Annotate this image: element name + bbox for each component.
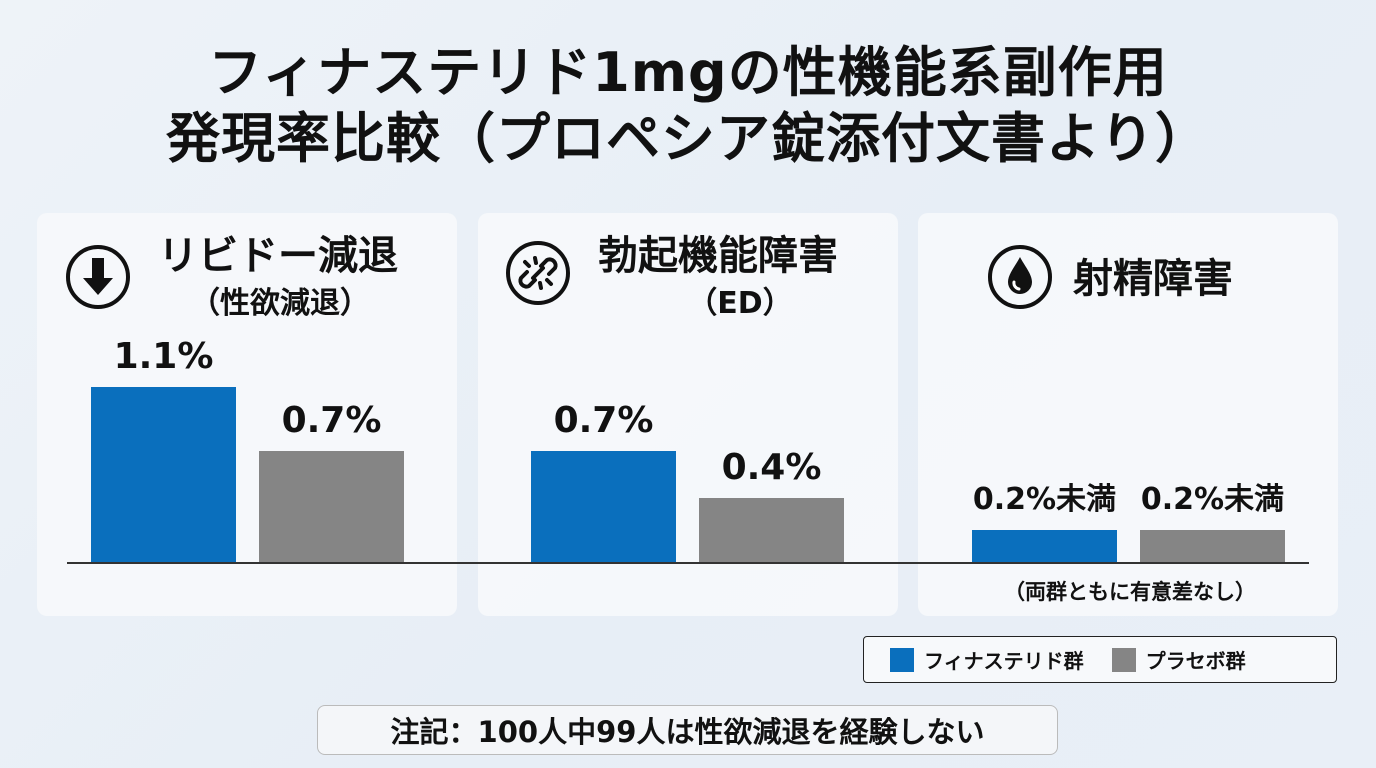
value-label-ejaculation-finasteride: 0.2%未満 — [972, 482, 1117, 517]
legend-swatch-placebo — [1111, 647, 1136, 672]
legend-item-finasteride: フィナステリド群 — [890, 645, 1084, 674]
chart-title: フィナステリド1mgの性機能系副作用 発現率比較（プロペシア錠添付文書より） — [0, 40, 1376, 172]
no-significant-difference-note: （両群ともに有意差なし） — [1004, 580, 1256, 604]
panel-heading-ejaculation: 射精障害 — [1073, 256, 1233, 302]
legend-swatch-finasteride — [890, 647, 914, 672]
footnote: 注記：100人中99人は性欲減退を経験しない — [317, 705, 1058, 755]
panel-subheading-ed: （ED） — [687, 286, 793, 321]
down-arrow-circle-icon — [65, 244, 131, 310]
value-label-ed-placebo: 0.4% — [721, 447, 822, 488]
legend-label-placebo: プラセボ群 — [1145, 649, 1246, 673]
panel-subheading-libido: （性欲減退） — [190, 286, 370, 321]
title-line-1: フィナステリド1mgの性機能系副作用 — [208, 41, 1168, 104]
title-line-2: 発現率比較（プロペシア錠添付文書より） — [166, 107, 1210, 170]
water-drop-icon — [987, 244, 1053, 310]
value-label-libido-placebo: 0.7% — [281, 400, 382, 441]
bar-ejaculation-finasteride — [972, 530, 1117, 562]
bar-ed-placebo — [699, 498, 844, 562]
bar-ed-finasteride — [531, 451, 676, 562]
legend-item-placebo: プラセボ群 — [1111, 645, 1246, 674]
bar-ejaculation-placebo — [1140, 530, 1285, 562]
value-label-ejaculation-placebo: 0.2%未満 — [1140, 482, 1285, 517]
broken-link-icon — [505, 240, 571, 306]
panel-heading-ed: 勃起機能障害 — [598, 233, 838, 279]
x-axis-baseline — [67, 562, 1309, 564]
bar-libido-finasteride — [91, 387, 236, 562]
legend: フィナステリド群 プラセボ群 — [863, 636, 1337, 683]
legend-label-finasteride: フィナステリド群 — [924, 649, 1084, 673]
bar-libido-placebo — [259, 451, 404, 562]
value-label-ed-finasteride: 0.7% — [553, 400, 654, 441]
panel-heading-libido: リビドー減退 — [158, 233, 398, 279]
value-label-libido-finasteride: 1.1% — [113, 336, 214, 377]
